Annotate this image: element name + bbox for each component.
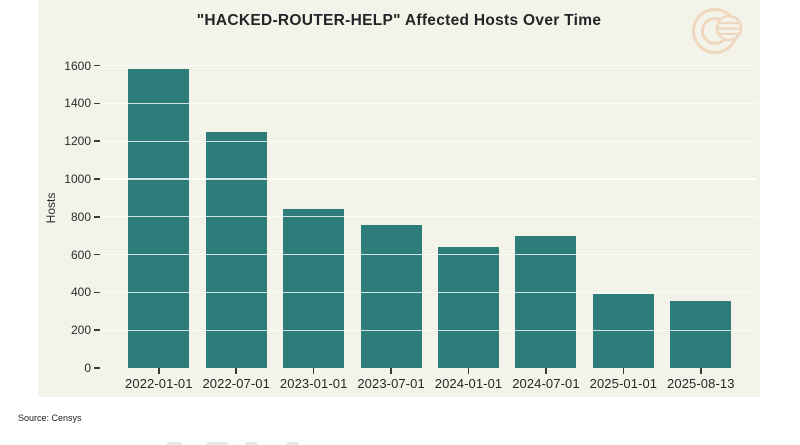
x-tick-mark xyxy=(467,368,470,374)
cropped-content-fragment xyxy=(206,442,228,445)
y-tick-mark xyxy=(94,64,100,67)
chart-panel: "HACKED-ROUTER-HELP" Affected Hosts Over… xyxy=(38,0,760,397)
y-tick-mark xyxy=(94,102,100,105)
x-tick-label: 2025-01-01 xyxy=(589,376,658,391)
x-tick-mark xyxy=(312,368,315,374)
x-tick-label: 2023-07-01 xyxy=(357,376,425,391)
y-tick-mark xyxy=(94,329,100,331)
y-tick-label: 800 xyxy=(70,209,91,224)
plot-area: 0 200 400 600 800 1000 1200 1400 1600 2022-01-01 2… xyxy=(64,46,756,391)
y-tick-mark xyxy=(94,367,100,369)
bar-2025-08-13 xyxy=(670,300,732,368)
y-tick-mark xyxy=(94,140,100,142)
gridline xyxy=(101,291,756,293)
censys-logo-icon xyxy=(692,8,743,54)
y-tick-label: 200 xyxy=(70,323,91,338)
bar-2022-07-01 xyxy=(205,131,267,368)
gridline xyxy=(101,254,756,256)
gridline xyxy=(101,140,756,142)
x-tick-label: 2025-08-13 xyxy=(667,376,735,391)
x-tick-mark xyxy=(545,368,547,374)
y-tick-mark xyxy=(94,178,100,180)
x-tick-mark xyxy=(622,368,625,374)
y-tick-label: 1200 xyxy=(64,134,91,149)
cropped-content-fragment xyxy=(167,442,182,445)
chart-title: "HACKED-ROUTER-HELP" Affected Hosts Over… xyxy=(196,12,602,29)
gridline xyxy=(101,329,756,331)
x-tick-mark xyxy=(158,368,160,374)
x-tick-label: 2022-01-01 xyxy=(125,376,193,391)
y-tick-label: 0 xyxy=(84,361,91,375)
y-tick-label: 600 xyxy=(70,247,91,262)
x-tick-mark xyxy=(235,368,238,374)
bar-2024-07-01 xyxy=(515,235,577,368)
x-tick-label: 2023-01-01 xyxy=(279,376,348,391)
y-tick-label: 1400 xyxy=(64,96,91,111)
gridline xyxy=(101,65,756,67)
y-tick-mark xyxy=(94,216,100,218)
bar-2024-01-01 xyxy=(438,247,500,368)
bar-2025-01-01 xyxy=(592,294,654,368)
bar-2023-07-01 xyxy=(360,225,422,368)
x-tick-label: 2024-01-01 xyxy=(434,376,503,391)
cropped-content-fragment xyxy=(245,442,258,445)
x-tick-label: 2024-07-01 xyxy=(512,376,580,391)
y-tick-label: 1600 xyxy=(64,58,91,73)
bar-2022-01-01 xyxy=(128,69,190,368)
y-tick-label: 400 xyxy=(70,285,91,300)
y-tick-mark xyxy=(94,253,100,256)
cropped-content-fragment xyxy=(286,442,299,445)
x-tick-mark xyxy=(700,368,702,374)
gridline xyxy=(101,178,756,180)
x-tick-mark xyxy=(390,368,392,374)
gridline xyxy=(101,216,756,218)
bar-2023-01-01 xyxy=(283,209,345,368)
x-tick-label: 2022-07-01 xyxy=(202,376,270,391)
y-tick-mark xyxy=(94,291,100,294)
source-text: Source: Censys xyxy=(18,413,82,423)
y-tick-label: 1000 xyxy=(64,172,91,186)
gridline xyxy=(101,102,756,104)
